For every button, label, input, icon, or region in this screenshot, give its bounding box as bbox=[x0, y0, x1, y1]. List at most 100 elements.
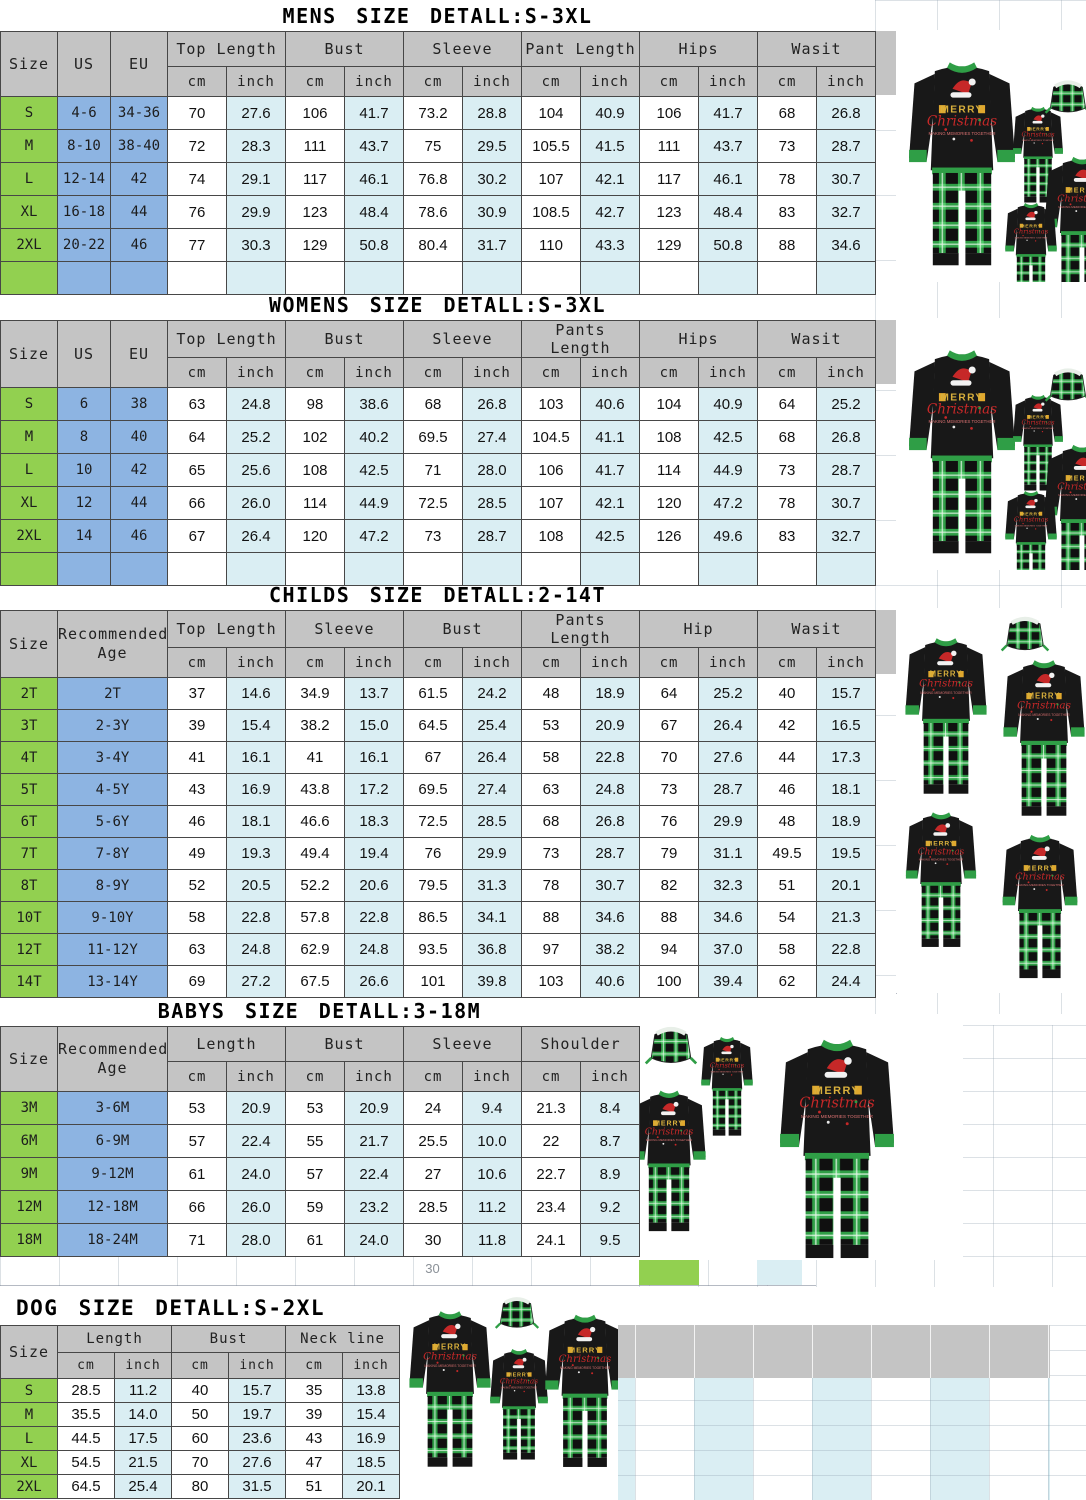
inch-value-cell: 41.1 bbox=[580, 420, 640, 454]
inch-value-cell: 11.8 bbox=[462, 1223, 522, 1257]
cm-value-cell: 74 bbox=[167, 162, 227, 196]
size-cell: M bbox=[0, 1402, 58, 1427]
mens-size-section: MENS SIZE DETALL:S-3XL Size US EU Top Lengt… bbox=[0, 2, 876, 295]
left-value-cell: 2-3Y bbox=[57, 709, 168, 742]
cm-value-cell: 63 bbox=[167, 933, 227, 966]
inch-value-cell: 9.4 bbox=[462, 1091, 522, 1125]
cm-value-cell: 53 bbox=[167, 1091, 227, 1125]
partial-empty-row bbox=[0, 261, 876, 295]
empty-cell bbox=[167, 552, 227, 586]
cm-value-cell: 72 bbox=[167, 129, 227, 163]
inch-value-cell: 24.2 bbox=[462, 677, 522, 710]
cm-value-cell: 64 bbox=[639, 677, 699, 710]
inch-value-cell: 28.0 bbox=[226, 1223, 286, 1257]
left-value-cell: 42 bbox=[110, 453, 168, 487]
table-row: XL 54.5 21.5 70 27.6 47 18.5 bbox=[0, 1450, 401, 1475]
inch-value-cell: 31.3 bbox=[462, 869, 522, 902]
size-cell: 7T bbox=[0, 837, 58, 870]
inch-value-cell: 31.1 bbox=[698, 837, 758, 870]
unit-header: inch bbox=[462, 357, 522, 388]
cm-value-cell: 44 bbox=[757, 741, 817, 774]
cm-value-cell: 75 bbox=[403, 129, 463, 163]
inch-value-cell: 25.6 bbox=[226, 453, 286, 487]
cm-value-cell: 63 bbox=[521, 773, 581, 806]
family-pajamas-illustration bbox=[409, 1297, 618, 1467]
inch-value-cell: 21.5 bbox=[113, 1450, 173, 1475]
cm-value-cell: 111 bbox=[285, 129, 345, 163]
inch-value-cell: 29.9 bbox=[462, 837, 522, 870]
inch-value-cell: 9.5 bbox=[580, 1223, 640, 1257]
cm-value-cell: 111 bbox=[639, 129, 699, 163]
inch-value-cell: 22.8 bbox=[226, 901, 286, 934]
dog-size-section: DOG SIZE DETALL:S-2XL Size Length Bust Neck… bbox=[0, 1292, 401, 1499]
unit-header: inch bbox=[226, 357, 286, 388]
left-value-cell: 2T bbox=[57, 677, 168, 710]
cm-value-cell: 52 bbox=[167, 869, 227, 902]
inch-value-cell: 23.2 bbox=[344, 1190, 404, 1224]
column-group-header: Hip bbox=[639, 610, 758, 648]
column-group-header: Wasit bbox=[757, 320, 876, 358]
size-cell: L bbox=[0, 162, 58, 196]
inch-value-cell: 23.6 bbox=[228, 1426, 287, 1451]
empty-cell bbox=[757, 261, 817, 295]
cm-value-cell: 27 bbox=[403, 1157, 463, 1191]
column-header: Size bbox=[0, 31, 58, 97]
left-value-cell: 13-14Y bbox=[57, 965, 168, 998]
table-row: S 6 38 63 24.8 98 38.6 68 26.8 103 40.6 104 40.9 64 25… bbox=[0, 387, 876, 421]
inch-value-cell: 42.5 bbox=[344, 453, 404, 487]
cm-value-cell: 82 bbox=[639, 869, 699, 902]
cm-value-cell: 76 bbox=[639, 805, 699, 838]
left-value-cell: 12-18M bbox=[57, 1190, 168, 1224]
inch-value-cell: 43.7 bbox=[344, 129, 404, 163]
left-value-cell: 46 bbox=[110, 228, 168, 262]
empty-cell bbox=[403, 552, 463, 586]
cm-value-cell: 40 bbox=[757, 677, 817, 710]
unit-header: inch bbox=[226, 647, 286, 678]
inch-value-cell: 34.6 bbox=[698, 901, 758, 934]
column-group-header: Pants Length bbox=[521, 320, 640, 358]
cm-value-cell: 83 bbox=[757, 519, 817, 553]
cm-value-cell: 49.4 bbox=[285, 837, 345, 870]
empty-cell bbox=[285, 261, 345, 295]
stray-blue-cell bbox=[757, 1255, 802, 1285]
cm-value-cell: 117 bbox=[285, 162, 345, 196]
cm-value-cell: 68 bbox=[521, 805, 581, 838]
left-value-cell bbox=[110, 261, 168, 295]
unit-header: inch bbox=[580, 647, 640, 678]
cm-value-cell: 98 bbox=[285, 387, 345, 421]
empty-cell bbox=[344, 552, 404, 586]
unit-header: cm bbox=[285, 647, 345, 678]
inch-value-cell: 20.5 bbox=[226, 869, 286, 902]
left-value-cell bbox=[110, 552, 168, 586]
unit-header: inch bbox=[580, 357, 640, 388]
inch-value-cell: 11.2 bbox=[113, 1378, 173, 1403]
size-cell: M bbox=[0, 129, 58, 163]
inch-value-cell: 42.5 bbox=[698, 420, 758, 454]
cm-value-cell: 24.1 bbox=[521, 1223, 581, 1257]
inch-value-cell: 22.8 bbox=[344, 901, 404, 934]
unit-header: inch bbox=[580, 1061, 640, 1092]
column-header: Size bbox=[0, 1026, 58, 1092]
inch-value-cell: 8.7 bbox=[580, 1124, 640, 1158]
table-row: 9M 9-12M 61 24.0 57 22.4 27 10.6 22.7 8.9 bbox=[0, 1157, 640, 1191]
empty-cell bbox=[226, 261, 286, 295]
column-header: EU bbox=[110, 31, 168, 97]
inch-value-cell: 26.4 bbox=[226, 519, 286, 553]
cm-value-cell: 73 bbox=[521, 837, 581, 870]
cm-value-cell: 41 bbox=[167, 741, 227, 774]
cm-value-cell: 68 bbox=[757, 96, 817, 130]
cm-value-cell: 68 bbox=[757, 420, 817, 454]
column-group-header: Sleeve bbox=[403, 320, 522, 358]
cm-value-cell: 23.4 bbox=[521, 1190, 581, 1224]
inch-value-cell: 25.2 bbox=[816, 387, 876, 421]
inch-value-cell: 19.7 bbox=[228, 1402, 287, 1427]
section-title: MENS SIZE DETALL:S-3XL bbox=[282, 4, 593, 28]
inch-value-cell: 14.0 bbox=[113, 1402, 173, 1427]
inch-value-cell: 27.2 bbox=[226, 965, 286, 998]
empty-cell bbox=[462, 261, 522, 295]
size-cell: 4T bbox=[0, 741, 58, 774]
unit-header: cm bbox=[403, 647, 463, 678]
left-value-cell: 14 bbox=[57, 519, 111, 553]
inch-value-cell: 26.8 bbox=[462, 387, 522, 421]
inch-value-cell: 24.8 bbox=[226, 933, 286, 966]
